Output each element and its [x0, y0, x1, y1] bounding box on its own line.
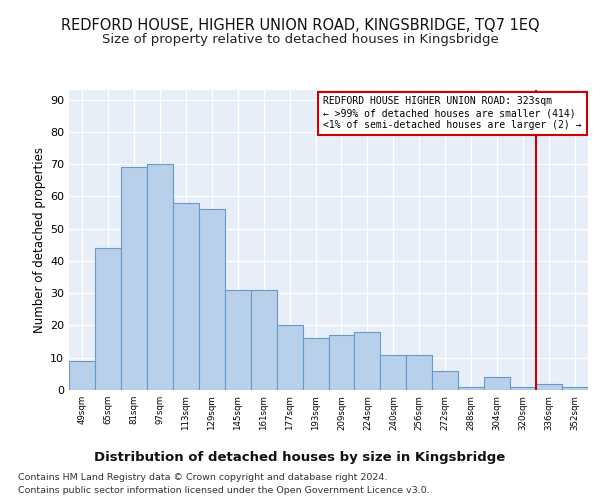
Bar — [510, 387, 536, 390]
Bar — [251, 290, 277, 390]
Bar — [173, 203, 199, 390]
Text: REDFORD HOUSE, HIGHER UNION ROAD, KINGSBRIDGE, TQ7 1EQ: REDFORD HOUSE, HIGHER UNION ROAD, KINGSB… — [61, 18, 539, 32]
Bar — [380, 354, 406, 390]
Bar — [147, 164, 173, 390]
Text: REDFORD HOUSE HIGHER UNION ROAD: 323sqm
← >99% of detached houses are smaller (4: REDFORD HOUSE HIGHER UNION ROAD: 323sqm … — [323, 96, 582, 130]
Y-axis label: Number of detached properties: Number of detached properties — [33, 147, 46, 333]
Bar — [355, 332, 380, 390]
Bar — [69, 361, 95, 390]
Bar — [121, 168, 147, 390]
Text: Contains public sector information licensed under the Open Government Licence v3: Contains public sector information licen… — [18, 486, 430, 495]
Bar — [95, 248, 121, 390]
Text: Distribution of detached houses by size in Kingsbridge: Distribution of detached houses by size … — [94, 451, 506, 464]
Bar — [484, 377, 510, 390]
Text: Size of property relative to detached houses in Kingsbridge: Size of property relative to detached ho… — [101, 32, 499, 46]
Bar — [536, 384, 562, 390]
Bar — [225, 290, 251, 390]
Bar — [433, 370, 458, 390]
Bar — [329, 335, 355, 390]
Bar — [458, 387, 484, 390]
Bar — [562, 387, 588, 390]
Bar — [199, 210, 224, 390]
Text: Contains HM Land Registry data © Crown copyright and database right 2024.: Contains HM Land Registry data © Crown c… — [18, 472, 388, 482]
Bar — [406, 354, 432, 390]
Bar — [302, 338, 329, 390]
Bar — [277, 326, 302, 390]
